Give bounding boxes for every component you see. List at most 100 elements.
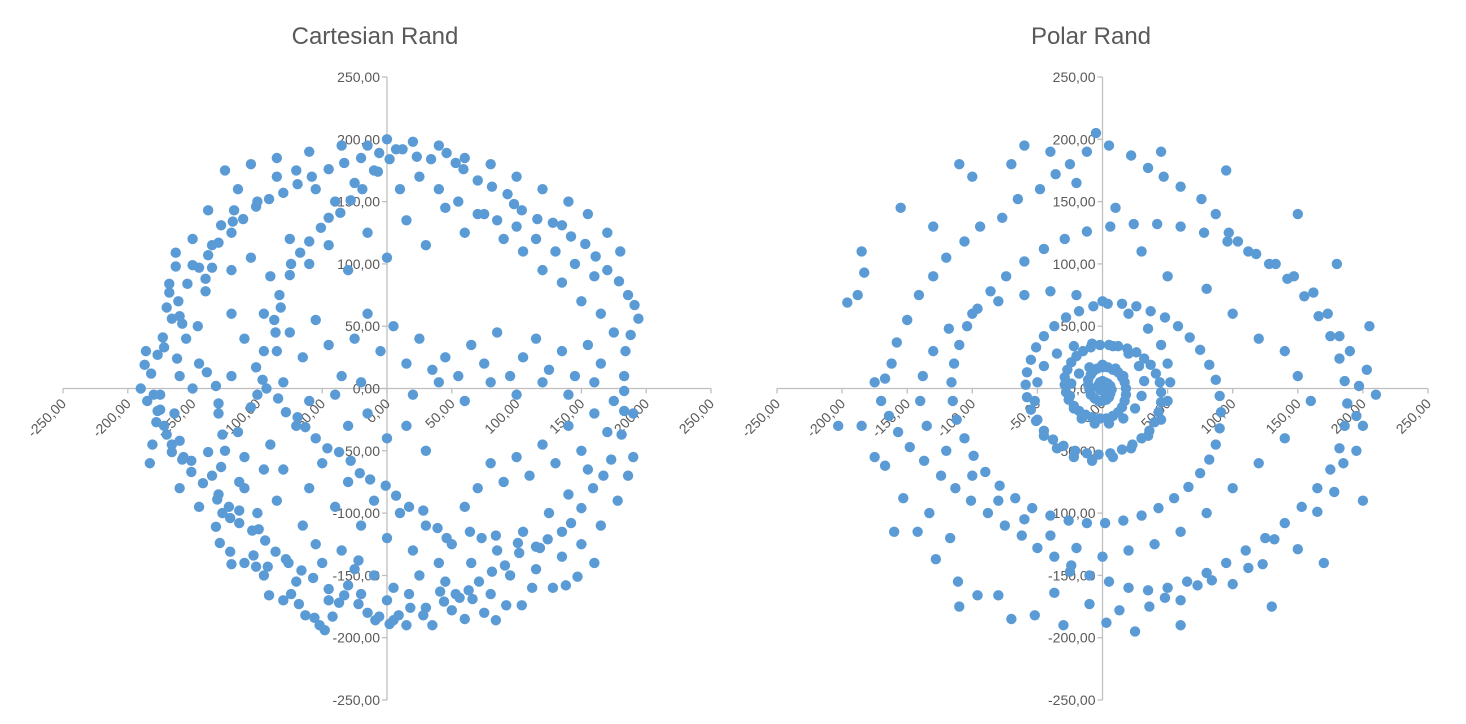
data-point — [300, 610, 311, 621]
data-point — [271, 495, 283, 506]
data-point — [381, 134, 393, 145]
data-point — [202, 205, 214, 216]
data-point — [888, 526, 900, 537]
data-point — [965, 495, 977, 506]
data-point — [516, 205, 527, 216]
y-tick-label: -250,00 — [333, 692, 381, 708]
data-point — [954, 339, 965, 351]
data-point — [490, 530, 502, 541]
data-point — [1243, 246, 1254, 257]
data-point — [296, 565, 307, 576]
data-point — [556, 345, 568, 357]
data-point — [272, 393, 284, 404]
data-point — [284, 327, 295, 338]
data-point — [1128, 218, 1139, 230]
data-point — [304, 482, 315, 494]
data-point — [1047, 434, 1059, 445]
data-point — [532, 213, 543, 225]
data-point — [164, 287, 175, 298]
data-point — [263, 590, 275, 601]
data-point — [1142, 585, 1154, 596]
data-point — [511, 451, 522, 463]
data-point — [1305, 395, 1317, 407]
data-point — [157, 332, 168, 343]
data-point — [1165, 377, 1176, 388]
data-point — [1066, 560, 1077, 571]
data-point — [928, 271, 939, 282]
chart-title: Cartesian Rand — [292, 23, 459, 50]
data-point — [590, 251, 601, 262]
data-point — [1149, 539, 1160, 550]
data-point — [1210, 208, 1221, 220]
data-point — [946, 377, 957, 388]
data-point — [453, 196, 464, 207]
data-point — [1129, 403, 1141, 414]
data-point — [472, 482, 483, 494]
y-tick-label: 250,00 — [337, 69, 380, 85]
data-point — [959, 236, 970, 247]
data-point — [543, 364, 555, 376]
data-point — [310, 183, 321, 195]
data-point — [628, 451, 639, 463]
data-point — [333, 597, 345, 609]
data-point — [323, 339, 334, 351]
x-tick-label: 150,00 — [1262, 395, 1304, 437]
data-point — [259, 535, 271, 546]
data-point — [1063, 515, 1074, 526]
data-point — [1175, 526, 1186, 537]
data-point — [944, 532, 956, 544]
data-point — [135, 383, 146, 394]
data-point — [245, 401, 257, 413]
data-point — [158, 420, 170, 432]
data-point — [226, 308, 237, 319]
data-point — [912, 526, 923, 537]
data-point — [508, 198, 520, 210]
data-point — [1084, 570, 1095, 581]
data-point — [556, 551, 568, 562]
data-point — [411, 151, 423, 162]
data-point — [1142, 323, 1154, 334]
data-point — [954, 159, 965, 170]
data-point — [563, 196, 574, 207]
data-point — [1081, 146, 1093, 157]
data-point — [1049, 551, 1060, 562]
data-point — [161, 302, 172, 313]
data-point — [420, 602, 432, 613]
data-point — [560, 580, 572, 591]
data-point — [145, 368, 157, 379]
data-point — [223, 501, 235, 513]
data-point — [1155, 414, 1167, 425]
data-point — [226, 264, 237, 276]
data-point — [384, 154, 395, 165]
data-point — [948, 358, 960, 369]
y-tick-label: -100,00 — [333, 505, 381, 521]
data-point — [450, 588, 461, 600]
data-point — [1029, 610, 1040, 621]
data-point — [166, 439, 178, 450]
data-point — [252, 507, 263, 519]
data-point — [954, 601, 965, 612]
data-point — [237, 213, 249, 225]
data-point — [943, 323, 955, 334]
data-point — [1253, 458, 1264, 469]
data-point — [537, 439, 548, 450]
data-point — [1000, 271, 1012, 282]
data-point — [323, 164, 334, 175]
data-point — [832, 420, 844, 432]
data-point — [602, 264, 613, 276]
data-point — [1175, 620, 1186, 631]
y-tick-label: 150,00 — [1053, 194, 1096, 210]
x-tick-label: 250,00 — [676, 395, 718, 437]
data-point — [1089, 418, 1100, 429]
data-point — [1118, 515, 1129, 526]
data-point — [530, 563, 542, 575]
y-tick-label: 200,00 — [1053, 131, 1096, 147]
data-point — [345, 195, 356, 206]
data-point — [278, 377, 289, 388]
data-point — [319, 625, 330, 636]
data-point — [177, 454, 188, 465]
data-point — [336, 370, 347, 382]
data-point — [1232, 236, 1244, 247]
data-point — [1150, 368, 1162, 379]
data-point — [239, 482, 250, 494]
